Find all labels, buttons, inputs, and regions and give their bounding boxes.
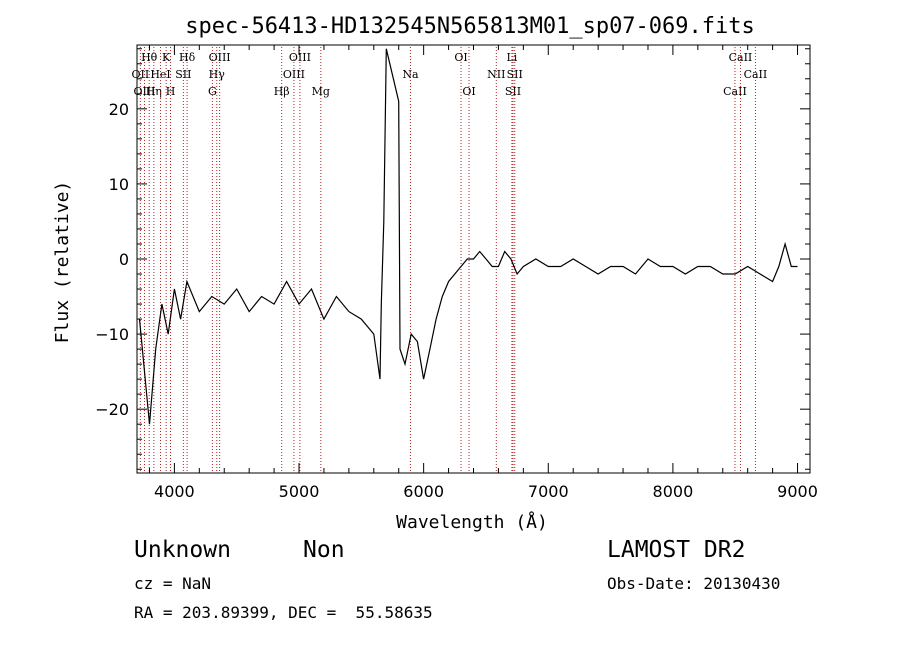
survey-name: LAMOST DR2 [607,537,746,563]
x-tick-label: 5000 [279,482,320,501]
marker-label: OIII [209,51,231,64]
obs-date: Obs-Date: 20130430 [607,574,781,593]
marker-label: Li [506,51,517,64]
marker-label: Mg [312,85,330,98]
marker-label: CaII [744,68,768,81]
marker-label: OI [462,85,475,98]
marker-label: K [162,51,171,64]
marker-label: CaII [729,51,753,64]
line-markers: OIIOIIIHθHηHeIKHSIIHδGHγOIIIHβOIIIOIIIMg… [132,47,768,473]
spectrum-series [138,48,798,425]
y-tick-label: −10 [95,325,129,344]
y-axis-label: Flux (relative) [52,181,73,344]
x-axis: 4000 5000 6000 7000 8000 9000 [148,45,818,501]
marker-label: NII [487,68,505,81]
redshift-cz: cz = NaN [134,574,212,593]
marker-label: H [166,85,176,98]
marker-label: OIII [289,51,311,64]
marker-label: Hη [146,85,162,98]
object-class: Unknown [134,537,231,563]
chart-title: spec-56413-HD132545N565813M01_sp07-069.f… [185,14,755,39]
x-tick-label: 4000 [154,482,195,501]
y-tick-label: 20 [109,100,129,119]
marker-label: Na [402,68,419,81]
object-subclass: Non [303,537,345,563]
marker-label: Hθ [141,51,158,64]
marker-label: OIII [133,85,155,98]
y-tick-label: 10 [109,175,129,194]
x-tick-label: 7000 [528,482,569,501]
y-axis: −20 −10 0 10 20 [95,48,810,470]
marker-label: SII [505,85,521,98]
marker-label: Hδ [179,51,196,64]
y-tick-label: −20 [95,400,129,419]
marker-label: HeI [150,68,170,81]
x-tick-label: 9000 [777,482,818,501]
marker-label: Hγ [209,68,226,81]
marker-label: OI [454,51,467,64]
x-tick-label: 8000 [653,482,694,501]
marker-label: SII [175,68,191,81]
marker-label: SII [507,68,523,81]
marker-label: CaII [723,85,747,98]
x-tick-label: 6000 [403,482,444,501]
marker-label: G [208,85,217,98]
marker-label: Hβ [274,85,290,98]
marker-label: OIII [283,68,305,81]
x-axis-label: Wavelength (Å) [396,511,548,533]
y-tick-label: 0 [119,250,129,269]
spectrum-line [138,48,798,425]
ra-dec: RA = 203.89399, DEC = 55.58635 [134,603,433,622]
